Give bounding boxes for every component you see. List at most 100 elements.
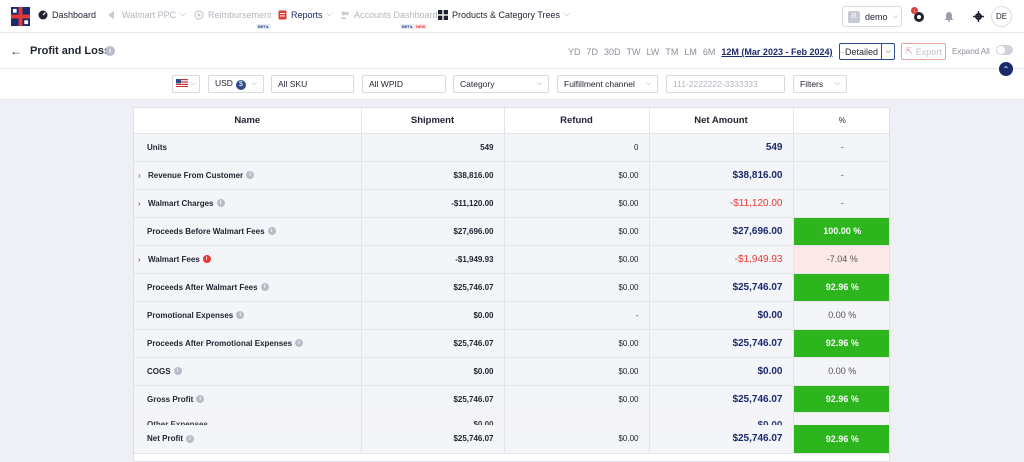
order-id-input[interactable]: 111-2222222-3333333 [666, 75, 785, 93]
table-row[interactable]: › Walmart Fees i -$1,949.93 $0.00 -$1,949.93-… [134, 245, 889, 274]
period-option[interactable]: 6M [702, 47, 716, 57]
info-icon[interactable]: i [236, 311, 245, 320]
row-percent: 100.00 % [793, 217, 889, 246]
nav-reimbursement[interactable]: Reimbursement [194, 10, 272, 20]
export-label: Export [915, 46, 942, 57]
row-shipment: -$1,949.93 [361, 245, 505, 274]
row-name: Proceeds Before Walmart Fees i [134, 217, 362, 246]
column-header-name[interactable]: Name [134, 108, 362, 134]
notifications-toggle-icon[interactable] [912, 10, 925, 23]
row-refund: $0.00 [504, 161, 650, 190]
info-icon[interactable]: i [186, 435, 194, 444]
column-header-percent[interactable]: % [793, 108, 889, 134]
currency-select[interactable]: USD $ ⌵ [208, 75, 264, 93]
info-icon[interactable]: i [295, 339, 304, 348]
info-icon[interactable]: i [216, 199, 225, 208]
info-icon[interactable]: i [267, 227, 276, 236]
table-row[interactable]: COGS i $0.00 $0.00 $0.00 0.00 % [134, 357, 889, 386]
period-option[interactable]: LM [684, 47, 697, 57]
column-header-refund[interactable]: Refund [504, 108, 650, 134]
expand-chevron-icon[interactable]: › [138, 254, 141, 264]
fulfillment-channel-select[interactable]: Fulfillment channel ⌵ [557, 75, 658, 93]
column-header-shipment[interactable]: Shipment [361, 108, 505, 134]
us-flag-icon [176, 79, 188, 89]
nav-reimbursement-label: Reimbursement [208, 10, 272, 20]
row-label: Gross Profit [147, 394, 194, 404]
row-net-amount: $0.00 [649, 301, 794, 330]
expand-chevron-icon[interactable]: › [138, 170, 141, 180]
period-option[interactable]: 7D [586, 47, 599, 57]
period-option[interactable]: LW [646, 47, 660, 57]
marketplace-select[interactable]: ⌵ [172, 75, 200, 93]
row-net-amount: -$1,949.93 [649, 245, 794, 274]
period-option[interactable]: 30D [604, 47, 621, 57]
table-row[interactable]: Units 549 0 549- [134, 133, 889, 162]
info-icon[interactable]: i [196, 395, 205, 404]
period-option[interactable]: TW [626, 47, 641, 57]
nav-accounts-dashboard[interactable]: Accounts Dashboard [340, 10, 438, 20]
row-percent: -7.04 % [793, 245, 889, 274]
gear-icon[interactable] [972, 10, 985, 23]
table-row[interactable]: Gross Profit i $25,746.07 $0.00 $25,746.07 92… [134, 385, 889, 414]
beta-badge: BETA [256, 24, 271, 29]
info-icon[interactable]: i [246, 171, 255, 180]
chevron-down-icon: ⌵ [180, 11, 186, 18]
nav-products-category[interactable]: Products & Category Trees ⌵ [438, 10, 569, 20]
row-shipment: $0.00 [361, 301, 505, 330]
table-row[interactable]: › Walmart Charges i -$11,120.00 $0.00 -$11,12… [134, 189, 889, 218]
view-select[interactable]: Detailed ⌵ [839, 43, 895, 60]
table-row[interactable]: Promotional Expenses i $0.00- $0.00 0.00 % [134, 301, 889, 330]
info-icon[interactable]: i [202, 255, 211, 264]
nav-walmart-ppc-label: Walmart PPC [122, 10, 177, 20]
nav-reports[interactable]: Reports ⌵ [277, 10, 332, 20]
row-name: Proceeds After Walmart Fees i [134, 273, 362, 302]
user-avatar[interactable]: DE [991, 6, 1012, 27]
row-label: Units [147, 142, 167, 152]
table-row[interactable]: Proceeds Before Walmart Fees i $27,696.00 $… [134, 217, 889, 246]
category-select[interactable]: Category ⌵ [453, 75, 549, 93]
bell-icon[interactable] [942, 10, 955, 23]
row-net-amount: $25,746.07 [649, 273, 794, 302]
export-button[interactable]: ⇱ Export [901, 43, 946, 60]
wpid-filter[interactable]: All WPID [362, 75, 446, 93]
sku-filter[interactable]: All SKU [271, 75, 354, 93]
row-percent: - [793, 133, 889, 162]
back-arrow-icon[interactable]: ← [10, 44, 22, 58]
info-icon[interactable]: i [173, 367, 182, 376]
expand-all-toggle[interactable] [996, 45, 1013, 55]
net-profit-row[interactable]: Net Profit i $25,746.07 $0.00 $25,746.07 … [134, 425, 889, 454]
table-row[interactable]: › Revenue From Customer i $38,816.00 $0.00 $3… [134, 161, 889, 190]
row-refund: $0.00 [504, 189, 650, 218]
row-name: Net Profit i [134, 425, 362, 454]
period-option-selected[interactable]: 12M (Mar 2023 - Feb 2024) [721, 47, 833, 57]
nav-walmart-ppc[interactable]: Walmart PPC ⌵ [108, 10, 185, 20]
row-shipment: -$11,120.00 [361, 189, 505, 218]
row-label: Walmart Charges [148, 198, 214, 208]
row-label: Proceeds Before Walmart Fees [147, 226, 265, 236]
row-name: Gross Profit i [134, 385, 362, 414]
column-header-net-amount[interactable]: Net Amount [649, 108, 794, 134]
more-periods-button[interactable]: ··· [838, 47, 848, 57]
export-icon: ⇱ [905, 46, 913, 56]
table-row[interactable]: Proceeds After Walmart Fees i $25,746.07 $0… [134, 273, 889, 302]
net-profit-label: Net Profit [147, 434, 183, 444]
new-badge: NEW [414, 24, 428, 29]
period-option[interactable]: TM [665, 47, 679, 57]
filters-button-label: Filters [800, 79, 824, 89]
app-logo-icon[interactable] [11, 7, 30, 26]
filters-button[interactable]: Filters ⌵ [793, 75, 847, 93]
collapse-header-button[interactable]: ⌃ [999, 62, 1013, 76]
nav-dashboard[interactable]: Dashboard [38, 10, 96, 20]
account-switcher[interactable]: R demo ⌵ [842, 6, 902, 27]
row-percent: 92.96 % [793, 329, 889, 358]
period-option[interactable]: YD [568, 47, 581, 57]
expand-chevron-icon[interactable]: › [138, 198, 141, 208]
info-icon[interactable]: i [105, 46, 115, 56]
row-shipment: $25,746.07 [361, 425, 505, 454]
info-icon[interactable]: i [260, 283, 269, 292]
chevron-down-icon[interactable]: ⌵ [881, 44, 894, 59]
users-icon [340, 10, 350, 20]
row-net-amount: 549 [649, 133, 794, 162]
table-row[interactable]: Proceeds After Promotional Expenses i $25,… [134, 329, 889, 358]
chevron-down-icon: ⌵ [190, 80, 196, 87]
